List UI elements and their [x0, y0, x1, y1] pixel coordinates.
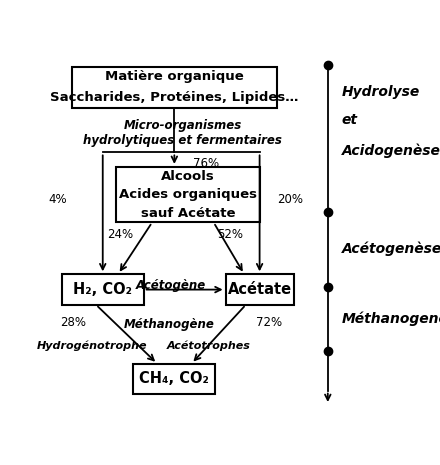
Text: Matière organique: Matière organique: [105, 70, 244, 83]
FancyBboxPatch shape: [62, 274, 144, 305]
Text: 72%: 72%: [256, 316, 282, 329]
Text: Alcools: Alcools: [161, 170, 215, 183]
Text: sauf Acétate: sauf Acétate: [141, 206, 235, 219]
Text: Acides organiques: Acides organiques: [119, 188, 257, 201]
Text: H₂, CO₂: H₂, CO₂: [73, 282, 132, 297]
FancyBboxPatch shape: [117, 167, 260, 222]
FancyBboxPatch shape: [133, 364, 215, 394]
FancyBboxPatch shape: [72, 66, 277, 108]
Text: Hydrogénotrophe: Hydrogénotrophe: [37, 340, 148, 351]
Text: Acétogenèse: Acétogenèse: [341, 242, 440, 256]
Text: 76%: 76%: [193, 157, 219, 170]
Text: 24%: 24%: [107, 228, 133, 241]
Text: 20%: 20%: [277, 193, 303, 206]
Text: Acétotrophes: Acétotrophes: [166, 340, 250, 351]
Text: 28%: 28%: [60, 316, 86, 329]
Text: Acétate: Acétate: [227, 282, 292, 297]
Text: Méthanogène: Méthanogène: [124, 318, 215, 331]
FancyBboxPatch shape: [226, 274, 294, 305]
Text: et: et: [341, 113, 357, 127]
Text: Acétogène: Acétogène: [136, 279, 206, 292]
Text: Acidogenèse: Acidogenèse: [341, 143, 440, 158]
Text: Micro-organismes
hydrolytiques et fermentaires: Micro-organismes hydrolytiques et fermen…: [84, 119, 282, 147]
Text: 4%: 4%: [48, 193, 67, 206]
Text: Méthanogenèse: Méthanogenèse: [341, 312, 440, 326]
Text: Saccharides, Protéines, Lipides…: Saccharides, Protéines, Lipides…: [50, 91, 298, 104]
Text: Hydrolyse: Hydrolyse: [341, 85, 420, 99]
Text: CH₄, CO₂: CH₄, CO₂: [139, 372, 209, 386]
Text: 52%: 52%: [217, 228, 243, 241]
